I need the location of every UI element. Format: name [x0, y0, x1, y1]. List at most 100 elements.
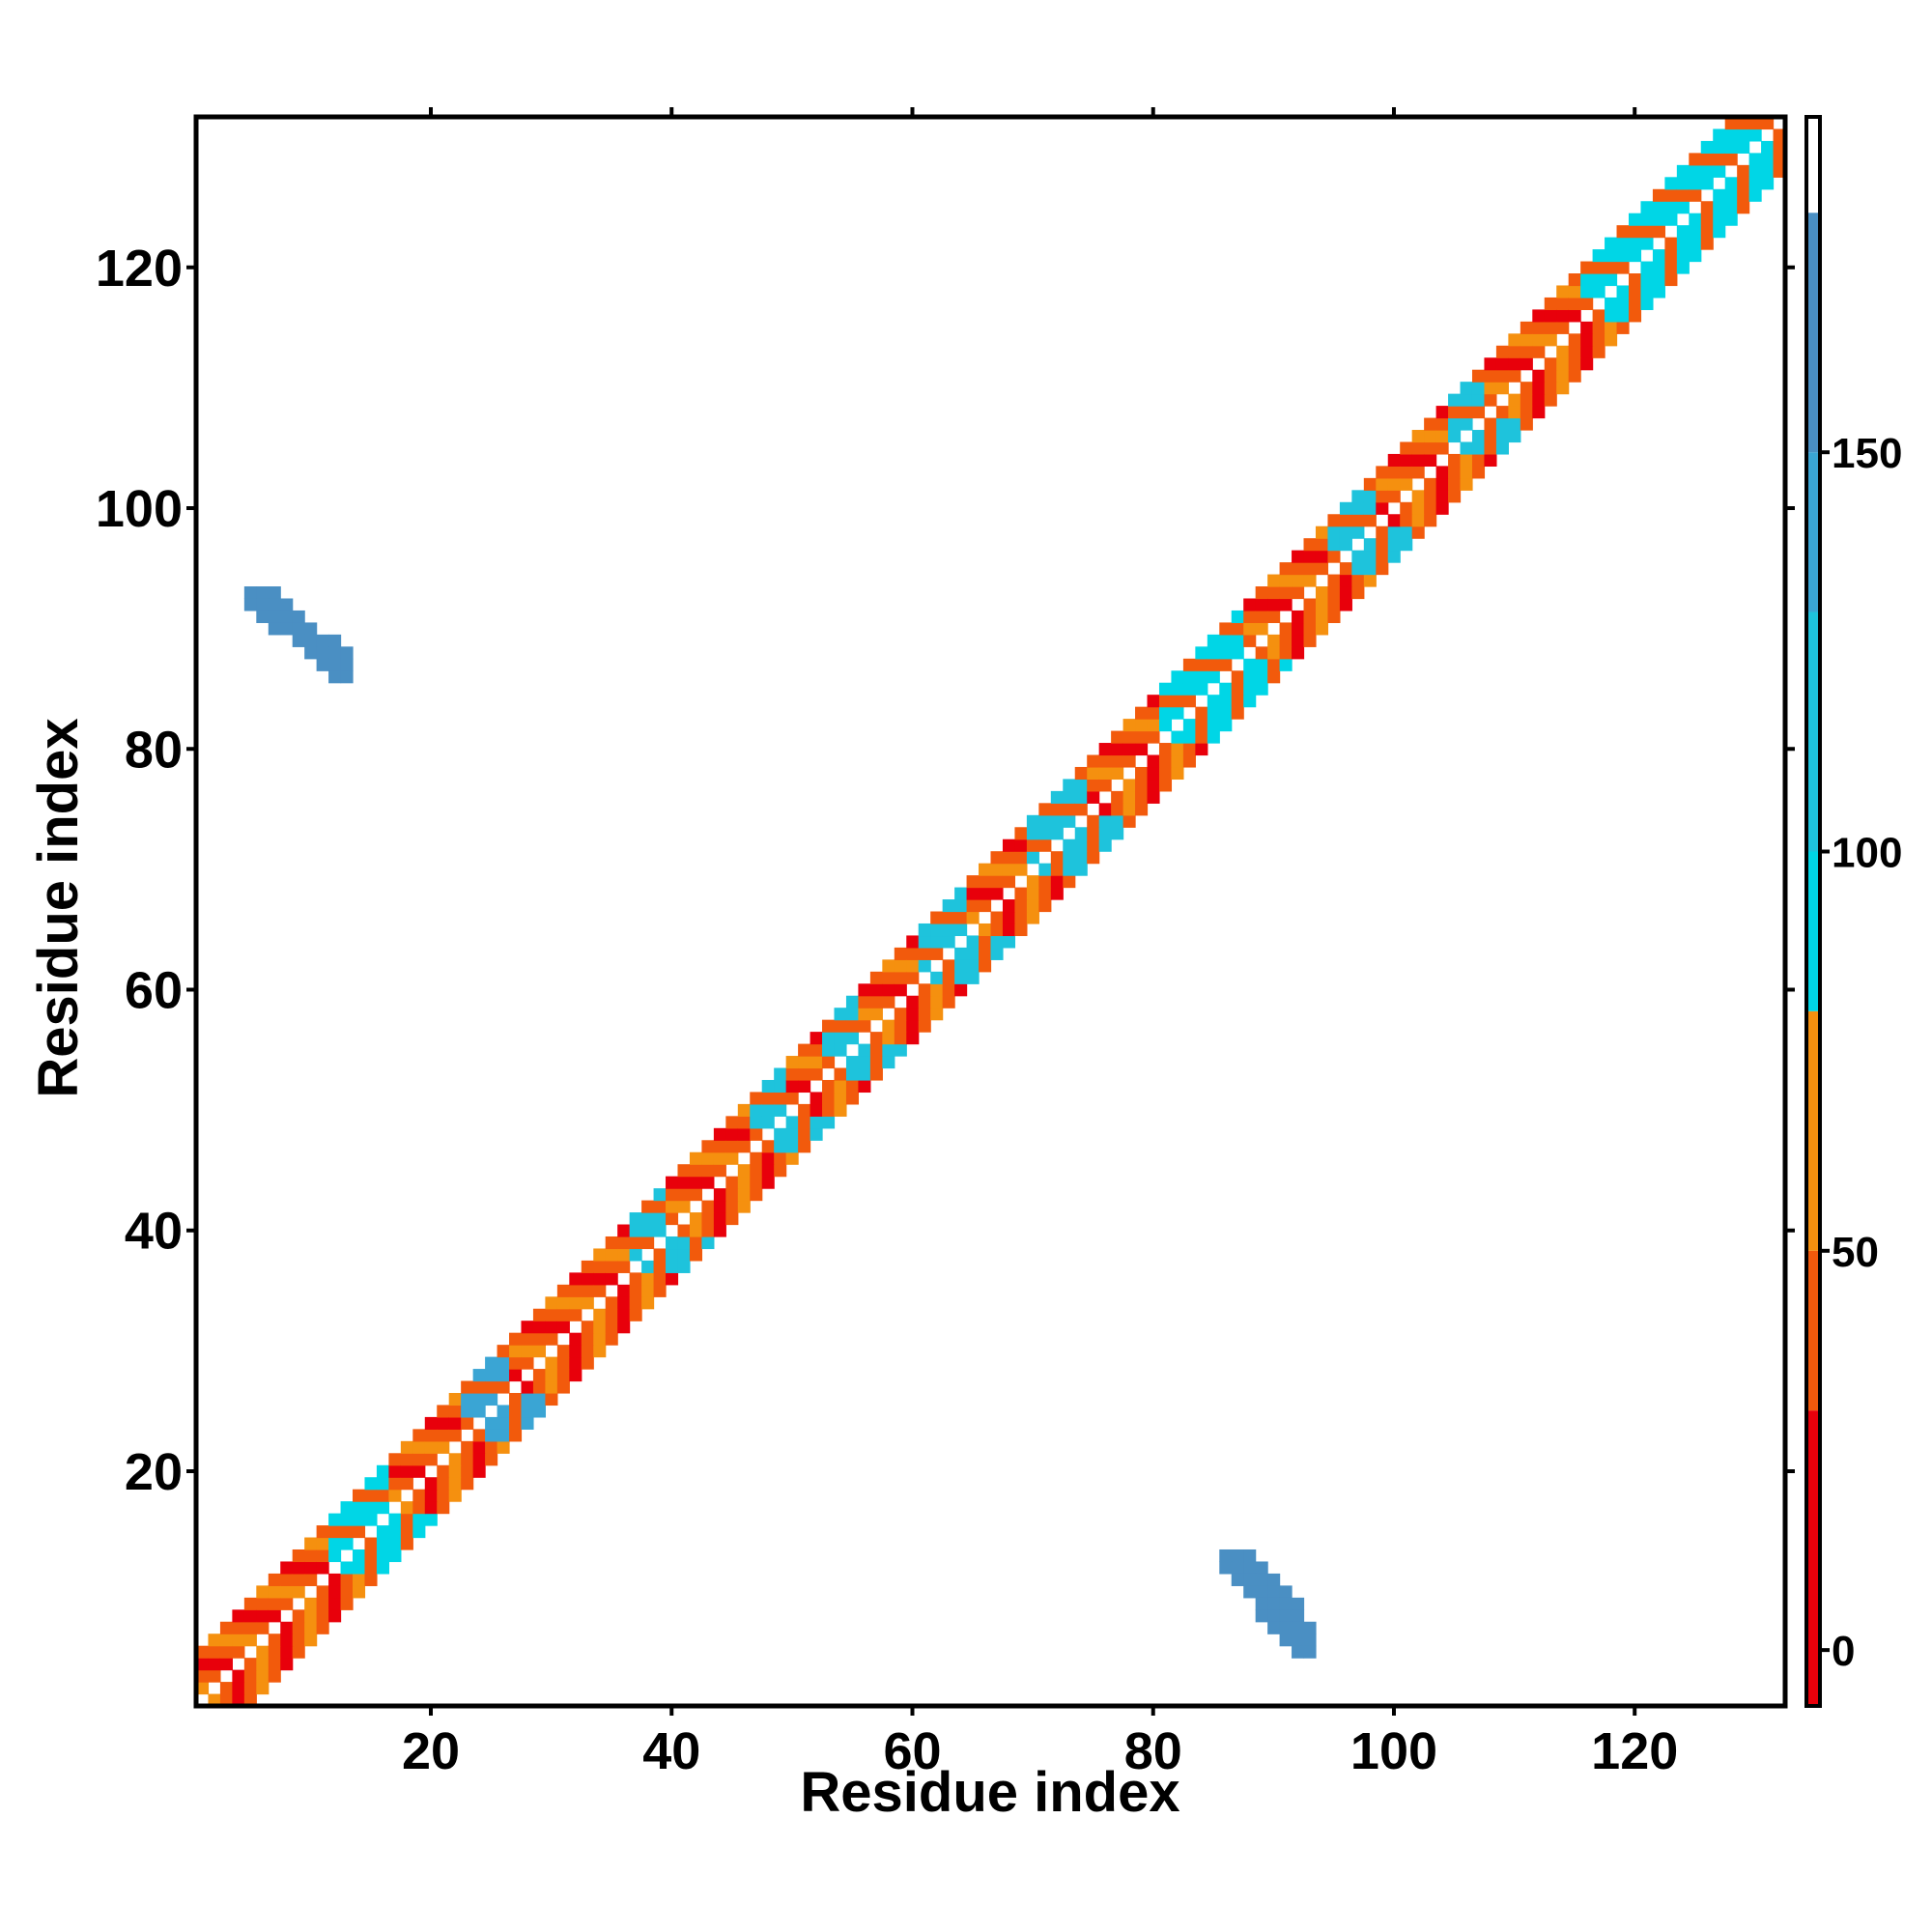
- heatmap-cell: [1424, 417, 1437, 431]
- heatmap-cell: [605, 1321, 618, 1334]
- heatmap-cell: [629, 1212, 642, 1226]
- heatmap-cell: [292, 1645, 305, 1659]
- heatmap-cell: [1689, 237, 1702, 250]
- heatmap-cell: [858, 1079, 871, 1094]
- heatmap-cell: [1292, 610, 1305, 624]
- heatmap-cell: [1147, 790, 1160, 804]
- heatmap-cell: [353, 1513, 366, 1526]
- heatmap-cell: [1411, 466, 1425, 479]
- heatmap-cell: [1038, 875, 1052, 889]
- heatmap-cell: [316, 1621, 329, 1634]
- heatmap-cell: [906, 971, 920, 984]
- colorbar-band: [1806, 452, 1820, 612]
- heatmap-cell: [1484, 357, 1497, 371]
- heatmap-cell: [1279, 598, 1293, 611]
- heatmap-cell: [785, 1140, 799, 1153]
- heatmap-cell: [1292, 550, 1305, 563]
- heatmap-cell: [1724, 117, 1738, 130]
- heatmap-cell: [509, 1356, 523, 1370]
- heatmap-cell: [1411, 441, 1425, 455]
- heatmap-cell: [581, 1296, 594, 1310]
- heatmap-cell: [1592, 345, 1605, 358]
- heatmap-cell: [666, 1248, 679, 1262]
- heatmap-cell: [340, 1573, 354, 1586]
- heatmap-cell: [1676, 225, 1690, 239]
- heatmap-cell: [268, 1585, 281, 1599]
- heatmap-cell: [641, 1200, 655, 1213]
- heatmap-cell: [954, 947, 968, 960]
- heatmap-cell: [316, 646, 329, 660]
- heatmap-cell: [1171, 670, 1184, 684]
- heatmap-cell: [1182, 754, 1196, 768]
- heatmap-cell: [1400, 501, 1413, 515]
- heatmap-cell: [280, 1658, 294, 1671]
- heatmap-cell: [1664, 249, 1678, 263]
- heatmap-cell: [1363, 514, 1377, 527]
- heatmap-cell: [774, 1127, 787, 1141]
- heatmap-cell: [1689, 153, 1702, 166]
- heatmap-cell: [1411, 490, 1425, 503]
- heatmap-cell: [1448, 490, 1462, 503]
- heatmap-cell: [858, 1019, 871, 1033]
- heatmap-cell: [400, 1537, 413, 1550]
- heatmap-cell: [581, 1272, 594, 1286]
- heatmap-cell: [677, 1164, 691, 1178]
- heatmap-cell: [1351, 501, 1365, 515]
- heatmap-cell: [1050, 863, 1064, 876]
- heatmap-cell: [713, 1140, 726, 1153]
- x-axis-ticks: 20 40 60 80 100 120: [402, 107, 1678, 1780]
- heatmap-cell: [388, 1525, 402, 1539]
- heatmap-cell: [1376, 490, 1389, 503]
- heatmap-cell: [1448, 466, 1462, 479]
- heatmap-cell: [1267, 610, 1281, 624]
- heatmap-cell: [1063, 863, 1076, 876]
- heatmap-cell: [1135, 790, 1149, 804]
- heatmap-cell: [485, 1440, 498, 1454]
- heatmap-cell: [954, 911, 968, 924]
- heatmap-cell: [1605, 333, 1618, 347]
- heatmap-cell: [1255, 658, 1268, 671]
- heatmap-cell: [448, 1464, 462, 1478]
- heatmap-cell: [629, 1248, 642, 1262]
- heatmap-cell: [653, 1248, 667, 1262]
- heatmap-cell: [1279, 574, 1293, 587]
- heatmap-cell: [1351, 574, 1365, 587]
- y-tick-label: 80: [125, 721, 183, 779]
- heatmap-cell: [834, 1067, 847, 1081]
- heatmap-cell: [545, 1369, 558, 1382]
- heatmap-cell: [1568, 357, 1581, 371]
- heatmap-cell: [1147, 779, 1160, 792]
- heatmap-cell: [810, 1127, 823, 1141]
- heatmap-cell: [1568, 309, 1581, 323]
- heatmap-cell: [869, 971, 883, 984]
- heatmap-cell: [869, 1008, 883, 1021]
- heatmap-cell: [845, 1008, 860, 1021]
- heatmap-cell: [219, 1621, 233, 1634]
- heatmap-cell: [1628, 285, 1642, 298]
- heatmap-cell: [353, 1573, 366, 1586]
- heatmap-cell: [1411, 514, 1425, 527]
- heatmap-cell: [1231, 1573, 1244, 1586]
- heatmap-cell: [1303, 1621, 1317, 1634]
- heatmap-cell: [979, 935, 992, 949]
- heatmap-cell: [1532, 345, 1546, 358]
- heatmap-cell: [1292, 622, 1305, 636]
- heatmap-cell: [219, 1682, 233, 1695]
- heatmap-cell: [448, 1477, 462, 1491]
- heatmap-cell: [556, 1321, 570, 1334]
- heatmap-cell: [1182, 719, 1196, 732]
- heatmap-cell: [1292, 634, 1305, 647]
- heatmap-cell: [1327, 526, 1341, 539]
- colorbar-frame: [1804, 115, 1822, 1708]
- heatmap-cell: [1640, 213, 1654, 226]
- heatmap-cell: [869, 1067, 883, 1081]
- heatmap-cell: [1495, 406, 1509, 419]
- heatmap-cell: [1111, 766, 1124, 781]
- heatmap-cell: [497, 1380, 510, 1394]
- heatmap-cell: [268, 598, 281, 611]
- heatmap-cell: [822, 1103, 836, 1117]
- heatmap-cell: [388, 1477, 402, 1491]
- heatmap-cell: [1616, 249, 1630, 263]
- heatmap-cell: [1002, 911, 1016, 924]
- heatmap-cell: [532, 1369, 547, 1382]
